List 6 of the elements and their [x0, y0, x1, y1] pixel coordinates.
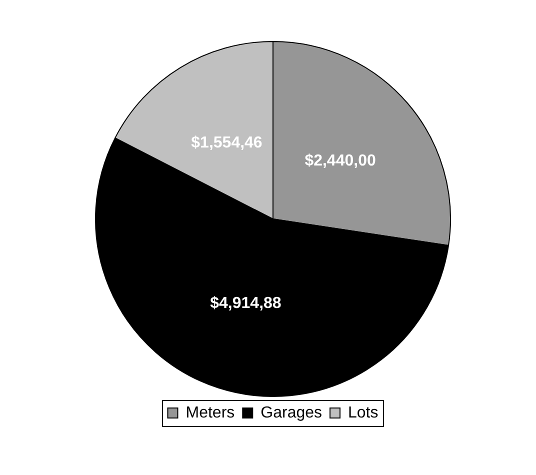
data-label: $1,554,46	[191, 134, 262, 152]
legend-label: Meters	[186, 404, 235, 422]
legend-label: Lots	[348, 404, 378, 422]
legend-label: Garages	[260, 404, 322, 422]
data-label: $4,914,88	[210, 294, 282, 312]
data-label: $2,440,00	[304, 152, 376, 170]
